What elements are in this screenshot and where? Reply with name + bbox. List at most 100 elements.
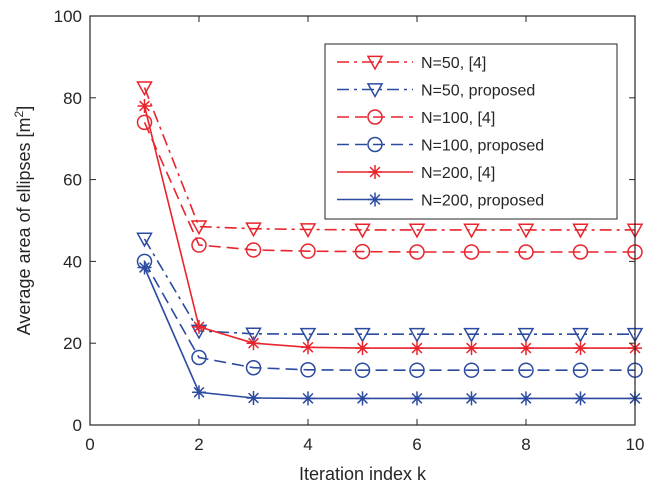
y-axis-label-suffix: ] (14, 106, 34, 111)
y-axis-label-main: Average area of ellipses [m (14, 117, 34, 335)
legend: N=50, [4] N=50, proposed N=100, [4] N=100, … (324, 43, 618, 220)
series-3 (136, 114, 643, 260)
data-point (463, 244, 480, 260)
plot-frame (89, 15, 636, 426)
data-point (299, 223, 317, 239)
data-point (191, 349, 207, 366)
data-point (299, 327, 317, 343)
legend-marker (366, 55, 384, 71)
data-point (408, 327, 426, 343)
data-point (301, 340, 315, 355)
x-tick-label: 10 (626, 435, 645, 454)
series-line (143, 261, 635, 372)
data-point (518, 362, 534, 378)
data-point (136, 114, 153, 131)
data-point (572, 244, 589, 260)
series-layer (136, 81, 644, 406)
y-tick-label: 0 (73, 416, 82, 435)
data-point (192, 319, 206, 334)
x-tick-label: 2 (194, 435, 203, 454)
data-point (191, 237, 207, 253)
data-point (136, 232, 153, 248)
data-point (464, 341, 479, 356)
legend-marker (366, 83, 384, 99)
data-point (463, 223, 480, 239)
data-point (354, 327, 371, 343)
data-point (355, 391, 370, 406)
data-point (519, 341, 533, 356)
data-point (300, 243, 316, 259)
legend-label: N=200, proposed (421, 193, 544, 210)
series-6 (137, 260, 642, 406)
data-point (192, 385, 206, 400)
data-point (354, 243, 371, 260)
x-axis-label: Iteration index k (299, 464, 427, 484)
legend-entry: N=50, proposed (337, 83, 535, 100)
data-point (573, 391, 588, 406)
x-tick-label: 0 (85, 435, 94, 454)
x-tick-label: 6 (412, 435, 421, 454)
data-point (245, 327, 262, 343)
y-tick-label: 40 (63, 252, 82, 271)
legend-box (324, 43, 618, 220)
data-point (572, 362, 589, 378)
legend-entry: N=200, [4] (337, 165, 495, 182)
data-point (137, 98, 152, 113)
y-axis-label-superscript: 2 (12, 110, 26, 117)
data-point (190, 220, 208, 236)
data-point (245, 222, 262, 238)
legend-marker (368, 192, 382, 207)
data-point (409, 362, 425, 378)
data-point (572, 327, 589, 343)
data-point (300, 362, 316, 378)
data-point (136, 81, 153, 97)
y-tick-label: 20 (63, 334, 82, 353)
data-point (519, 391, 533, 406)
legend-label: N=100, [4] (421, 110, 495, 127)
legend-label: N=50, proposed (421, 83, 535, 100)
legend-label: N=200, [4] (421, 165, 495, 182)
series-line (143, 87, 635, 231)
data-point (410, 341, 424, 356)
x-tick-label: 4 (303, 435, 312, 454)
data-point (463, 362, 480, 378)
series-line (143, 238, 635, 336)
series-4 (136, 253, 643, 378)
data-point (408, 223, 426, 239)
series-2 (136, 232, 644, 343)
legend-marker (367, 136, 383, 153)
y-tick-label: 80 (63, 89, 82, 108)
data-point (246, 391, 261, 406)
data-point (410, 391, 424, 406)
legend-marker (367, 109, 383, 125)
data-point (246, 336, 261, 351)
data-point (409, 244, 425, 260)
y-tick-label: 100 (54, 7, 82, 26)
data-point (464, 391, 479, 406)
x-tick-label: 8 (521, 435, 530, 454)
series-5 (137, 98, 642, 356)
data-point (517, 327, 535, 343)
data-point (572, 223, 589, 239)
data-point (517, 223, 535, 239)
series-line (143, 121, 635, 253)
legend-entry: N=100, [4] (337, 109, 495, 127)
data-point (354, 362, 371, 378)
data-point (245, 242, 262, 258)
data-point (573, 341, 588, 356)
data-point (245, 359, 262, 376)
y-axis-label: Average area of ellipses [m2] (12, 106, 34, 336)
data-point (518, 244, 534, 260)
data-point (463, 327, 480, 343)
legend-entry: N=50, [4] (337, 55, 486, 72)
legend-entry: N=200, proposed (337, 192, 544, 210)
legend-label: N=50, [4] (421, 55, 486, 72)
legend-entry: N=100, proposed (337, 136, 544, 155)
y-tick-label: 60 (63, 171, 82, 190)
data-point (137, 260, 152, 275)
data-point (355, 341, 370, 356)
series-line (143, 267, 635, 400)
